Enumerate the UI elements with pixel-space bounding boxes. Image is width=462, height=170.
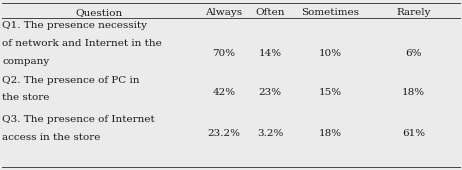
Text: Q3. The presence of Internet: Q3. The presence of Internet xyxy=(2,115,155,124)
Text: 10%: 10% xyxy=(319,49,342,58)
Text: the store: the store xyxy=(2,94,50,103)
Text: 18%: 18% xyxy=(402,88,425,97)
Text: 15%: 15% xyxy=(319,88,342,97)
Text: 18%: 18% xyxy=(319,129,342,138)
Text: access in the store: access in the store xyxy=(2,133,101,142)
Text: Often: Often xyxy=(255,8,285,17)
Text: Q2. The presence of PC in: Q2. The presence of PC in xyxy=(2,76,140,85)
Text: 14%: 14% xyxy=(259,49,282,58)
Text: Rarely: Rarely xyxy=(396,8,431,17)
Text: Always: Always xyxy=(206,8,243,17)
Text: 23.2%: 23.2% xyxy=(207,129,241,138)
Text: 61%: 61% xyxy=(402,129,425,138)
Text: 6%: 6% xyxy=(405,49,422,58)
Text: 70%: 70% xyxy=(213,49,236,58)
Text: Sometimes: Sometimes xyxy=(301,8,359,17)
Text: of network and Internet in the: of network and Internet in the xyxy=(2,39,162,48)
Text: Question: Question xyxy=(76,8,123,17)
Text: 42%: 42% xyxy=(213,88,236,97)
Text: 3.2%: 3.2% xyxy=(257,129,284,138)
Text: 23%: 23% xyxy=(259,88,282,97)
Text: Q1. The presence necessity: Q1. The presence necessity xyxy=(2,21,147,30)
Text: company: company xyxy=(2,57,49,66)
